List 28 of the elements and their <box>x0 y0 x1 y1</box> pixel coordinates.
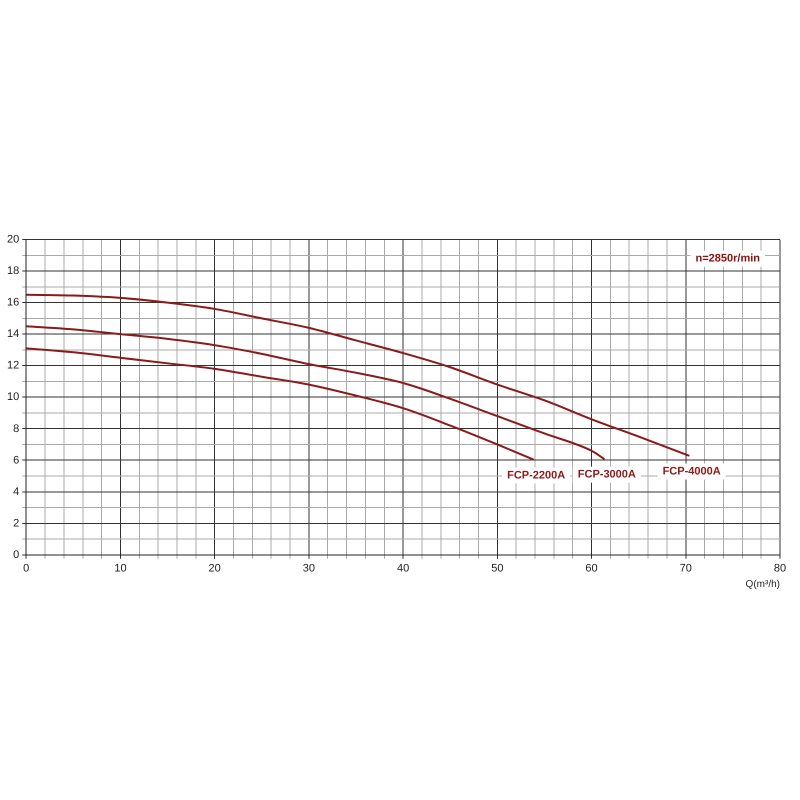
x-tick-label: 10 <box>114 562 127 574</box>
series-label: FCP-2200A <box>507 469 566 482</box>
x-axis-title: Q(m³/h) <box>746 578 780 590</box>
x-tick-label: 50 <box>491 562 504 574</box>
x-tick-label: 0 <box>23 562 30 574</box>
line-series <box>26 347 534 460</box>
y-tick-label: 12 <box>6 360 20 372</box>
x-tick-label: 20 <box>208 562 221 574</box>
y-tick-label: 20 <box>6 234 20 246</box>
y-tick-label: 18 <box>6 265 20 278</box>
line-series <box>26 294 690 457</box>
x-tick-label: 70 <box>680 562 692 574</box>
series-label: FCP-3000A <box>578 468 636 481</box>
y-tick-label: 2 <box>13 517 20 530</box>
y-tick-label: 0 <box>13 548 20 561</box>
annotation: n=2850r/min <box>695 252 760 265</box>
y-tick-label: 10 <box>6 391 20 404</box>
x-tick-label: 60 <box>585 562 598 574</box>
y-tick-label: 4 <box>13 486 20 498</box>
y-tick-label: 8 <box>13 422 20 435</box>
y-tick-label: 14 <box>6 328 20 340</box>
line-series <box>26 325 605 460</box>
series-label: FCP-4000A <box>662 466 721 478</box>
x-tick-label: 40 <box>396 562 410 574</box>
y-tick-label: 16 <box>6 296 20 309</box>
y-tick-label: 6 <box>13 454 20 466</box>
x-tick-label: 30 <box>302 562 316 574</box>
x-tick-label: 80 <box>774 562 786 574</box>
